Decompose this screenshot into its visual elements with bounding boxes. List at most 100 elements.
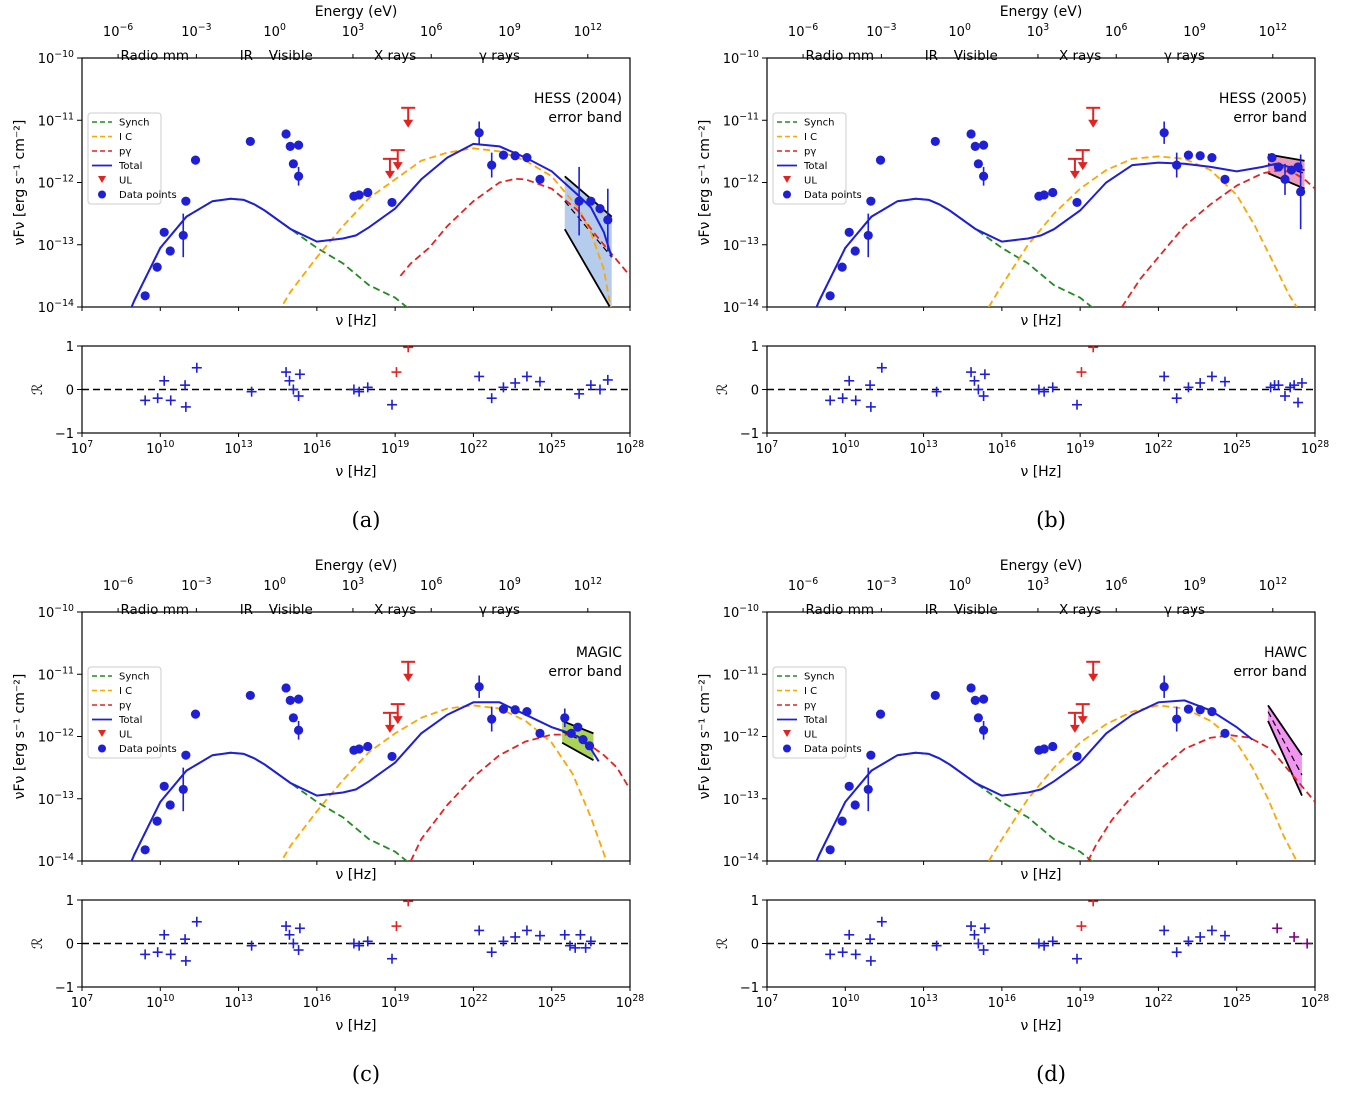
data-point bbox=[293, 725, 304, 735]
data-point bbox=[535, 174, 545, 184]
data-point bbox=[595, 204, 605, 214]
panel-caption: (d) bbox=[1036, 1062, 1066, 1086]
data-point bbox=[1048, 741, 1058, 752]
band-label: Visible bbox=[954, 48, 998, 64]
band-label: IR bbox=[925, 602, 938, 618]
nu-tick-label: 1013 bbox=[224, 439, 252, 457]
energy-tick-label: 100 bbox=[263, 576, 286, 594]
energy-tick-label: 100 bbox=[263, 22, 286, 40]
error-band-label: error band bbox=[548, 664, 622, 680]
ic-curve bbox=[280, 147, 612, 307]
legend-box bbox=[772, 666, 847, 759]
band-label: Radio bbox=[120, 602, 158, 618]
data-point bbox=[487, 160, 497, 170]
res-y-axis-label: ℛ bbox=[30, 938, 46, 949]
data-point bbox=[970, 695, 980, 705]
data-point bbox=[1183, 704, 1194, 714]
energy-tick-label: 10−3 bbox=[866, 22, 896, 40]
data-point bbox=[140, 845, 150, 855]
band-label: IR bbox=[240, 48, 253, 64]
band-label: γ rays bbox=[1164, 48, 1205, 64]
legend-label: UL bbox=[119, 730, 132, 741]
data-point bbox=[285, 695, 295, 705]
res-tick-label: −1 bbox=[55, 981, 74, 996]
nu-tick-label: 1022 bbox=[1144, 993, 1172, 1011]
data-point bbox=[574, 196, 584, 206]
main-y-axis-label: νFν [erg s⁻¹ cm⁻²] bbox=[697, 674, 713, 800]
nu-tick-label: 1019 bbox=[381, 439, 409, 457]
data-point bbox=[1280, 174, 1290, 184]
flux-tick-label: 10−14 bbox=[38, 852, 74, 870]
legend-label: Total bbox=[803, 161, 827, 172]
flux-tick-label: 10−13 bbox=[38, 236, 74, 254]
error-band-label: error band bbox=[548, 110, 622, 126]
data-point bbox=[387, 751, 397, 762]
panel-caption: (b) bbox=[1036, 508, 1066, 532]
error-band-label: error band bbox=[1233, 110, 1307, 126]
main-plot-area bbox=[815, 660, 1315, 861]
error-band-center bbox=[1267, 163, 1305, 174]
main-plot-area bbox=[815, 106, 1315, 307]
data-point bbox=[966, 129, 976, 139]
legend-swatch bbox=[98, 744, 106, 753]
energy-axis-label: Energy (eV) bbox=[1000, 558, 1083, 574]
band-label: Radio bbox=[805, 602, 843, 618]
legend-label: UL bbox=[119, 176, 132, 187]
nu-tick-label: 1022 bbox=[459, 993, 487, 1011]
res-tick-label: −1 bbox=[55, 427, 74, 442]
error-band-lower bbox=[561, 741, 594, 761]
data-point bbox=[281, 683, 291, 693]
error-band-label: HESS (2004) bbox=[534, 91, 622, 107]
res-tick-label: −1 bbox=[740, 981, 759, 996]
data-point bbox=[354, 744, 364, 754]
data-point bbox=[1207, 707, 1217, 717]
flux-tick-label: 10−10 bbox=[38, 49, 74, 67]
error-band-lower bbox=[1267, 720, 1303, 797]
nu-tick-label: 1010 bbox=[146, 439, 174, 457]
res-y-axis-label: ℛ bbox=[715, 384, 731, 395]
legend: Synch I C pγ Total UL Data points bbox=[87, 666, 177, 759]
nu-tick-label: 1025 bbox=[1222, 993, 1250, 1011]
data-point bbox=[181, 196, 191, 206]
data-point bbox=[245, 690, 255, 701]
legend: Synch I C pγ Total UL Data points bbox=[772, 666, 862, 759]
legend-label: pγ bbox=[804, 701, 816, 712]
legend-label: Total bbox=[118, 715, 142, 726]
total-curve bbox=[815, 699, 1254, 861]
legend-label: I C bbox=[119, 132, 132, 143]
panel-caption: (c) bbox=[352, 1062, 380, 1086]
band-label: IR bbox=[925, 48, 938, 64]
data-point bbox=[498, 704, 509, 714]
energy-tick-label: 109 bbox=[1183, 576, 1206, 594]
data-point bbox=[1220, 728, 1230, 738]
main-x-axis-label: ν [Hz] bbox=[335, 313, 376, 329]
nu-tick-label: 1028 bbox=[1301, 993, 1329, 1011]
energy-tick-label: 100 bbox=[948, 22, 971, 40]
legend: Synch I C pγ Total UL Data points bbox=[772, 112, 862, 205]
main-plot-frame bbox=[766, 611, 1316, 862]
data-point bbox=[487, 714, 497, 724]
energy-tick-label: 109 bbox=[498, 576, 521, 594]
flux-tick-label: 10−12 bbox=[38, 174, 74, 192]
data-point bbox=[293, 171, 304, 181]
nu-tick-label: 1025 bbox=[1222, 439, 1250, 457]
nu-tick-label: 107 bbox=[756, 439, 779, 457]
energy-tick-label: 10−6 bbox=[788, 22, 818, 40]
energy-axis-label: Energy (eV) bbox=[1000, 4, 1083, 20]
data-point bbox=[288, 159, 298, 169]
main-y-axis-label: νFν [erg s⁻¹ cm⁻²] bbox=[12, 674, 28, 800]
data-point bbox=[930, 690, 940, 701]
error-band-label: error band bbox=[1233, 664, 1307, 680]
nu-tick-label: 1016 bbox=[303, 993, 331, 1011]
data-point bbox=[363, 741, 373, 752]
data-point bbox=[573, 722, 583, 732]
band-label: Visible bbox=[954, 602, 998, 618]
nu-tick-label: 1022 bbox=[1144, 439, 1172, 457]
flux-tick-label: 10−14 bbox=[723, 298, 759, 316]
legend-swatch bbox=[783, 730, 791, 737]
data-point bbox=[152, 816, 162, 826]
data-point bbox=[1220, 174, 1230, 184]
pg-curve bbox=[409, 733, 630, 861]
nu-tick-label: 1028 bbox=[616, 439, 644, 457]
